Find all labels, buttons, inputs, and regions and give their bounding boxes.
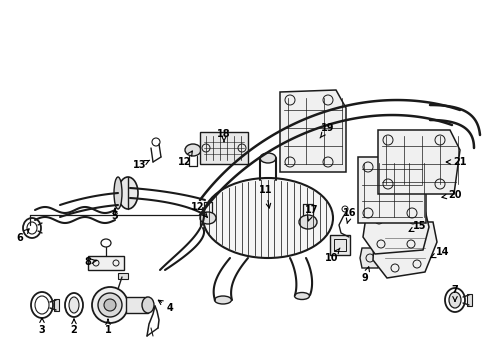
Text: 10: 10 [325,248,339,263]
Ellipse shape [298,215,316,229]
Ellipse shape [200,212,216,224]
Polygon shape [359,248,379,268]
Ellipse shape [448,292,460,308]
Bar [88,256,124,270]
Ellipse shape [69,297,79,313]
Text: 5: 5 [111,208,118,221]
Bar [466,294,471,306]
Text: 11: 11 [259,185,272,208]
Text: 12: 12 [191,202,207,217]
Ellipse shape [260,153,275,163]
Bar [54,299,59,311]
Bar [126,297,148,313]
Polygon shape [357,157,425,223]
Bar [118,273,128,279]
Text: 2: 2 [70,319,77,335]
Ellipse shape [294,292,309,300]
Text: 1: 1 [104,319,111,335]
Polygon shape [372,222,436,278]
Ellipse shape [184,144,201,156]
Text: 19: 19 [319,123,334,138]
Ellipse shape [214,296,231,304]
Ellipse shape [118,177,138,209]
Text: 21: 21 [446,157,466,167]
Bar [200,132,247,164]
Polygon shape [362,210,428,254]
Text: 20: 20 [441,190,461,200]
Text: 14: 14 [430,247,449,258]
Text: 7: 7 [451,285,457,301]
Ellipse shape [142,297,154,313]
Polygon shape [377,130,459,194]
Text: 6: 6 [17,229,29,243]
Ellipse shape [114,177,122,209]
Text: 16: 16 [343,208,356,224]
Text: 3: 3 [39,318,45,335]
Text: 17: 17 [305,205,318,221]
Ellipse shape [98,293,122,317]
Ellipse shape [92,287,128,323]
Bar [329,235,349,255]
Text: 4: 4 [158,300,173,313]
Ellipse shape [104,299,116,311]
Polygon shape [280,90,346,172]
Text: 18: 18 [217,129,230,142]
Text: 12: 12 [178,151,192,167]
Bar [333,239,346,251]
Text: 15: 15 [408,221,426,231]
Text: 9: 9 [361,267,368,283]
Text: 13: 13 [133,160,149,170]
Text: 8: 8 [84,257,97,267]
Ellipse shape [203,178,332,258]
